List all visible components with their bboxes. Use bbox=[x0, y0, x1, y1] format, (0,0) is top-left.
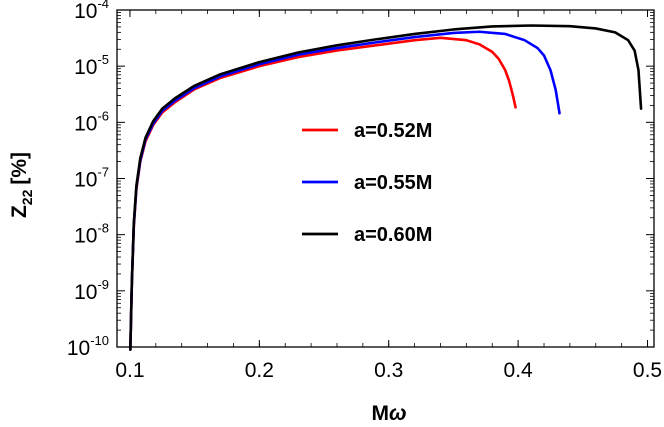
series-line-2 bbox=[129, 30, 561, 351]
y-tick-label: 10-6 bbox=[74, 108, 109, 135]
y-tick-label: 10-8 bbox=[74, 221, 109, 248]
series-line-3 bbox=[129, 24, 643, 351]
axes-layer: 0.1 0.2 0.3 0.4 0.5 10-10 10-9 10-8 10-7 10-6 10-5… bbox=[67, 0, 662, 382]
y-tick-label: 10-5 bbox=[74, 52, 109, 79]
legend-label-3: a=0.60M bbox=[354, 224, 432, 246]
series-layer bbox=[129, 24, 643, 351]
y-tick-label: 10-9 bbox=[74, 277, 109, 304]
series-line-1 bbox=[129, 36, 517, 351]
legend: a=0.52M a=0.55M a=0.60M bbox=[302, 120, 432, 246]
x-tick-label: 0.2 bbox=[245, 359, 274, 382]
y-tick-label: 10-4 bbox=[74, 0, 109, 23]
y-tick-label: 10-7 bbox=[74, 165, 109, 192]
y-axis-title: Z22[%] bbox=[8, 152, 35, 218]
x-tick-label: 0.4 bbox=[504, 359, 534, 382]
legend-label-1: a=0.52M bbox=[354, 120, 432, 142]
legend-label-2: a=0.55M bbox=[354, 172, 432, 194]
x-tick-label: 0.1 bbox=[115, 359, 144, 382]
y-tick-label: 10-10 bbox=[67, 333, 109, 360]
x-axis-title: Mω bbox=[371, 402, 406, 425]
x-tick-label: 0.3 bbox=[374, 359, 403, 382]
x-tick-label: 0.5 bbox=[633, 359, 662, 382]
